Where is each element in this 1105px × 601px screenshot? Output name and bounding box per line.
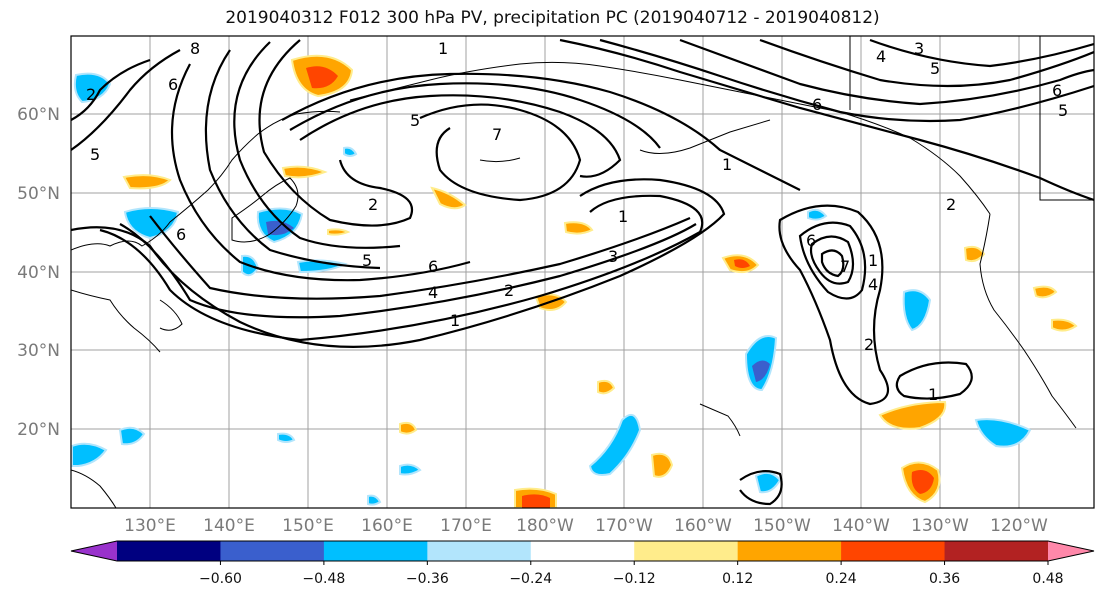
- lat-label: 30°N: [17, 341, 60, 361]
- contour-label: 1: [868, 251, 878, 270]
- contour-label: 8: [190, 39, 200, 58]
- lon-label: 130°W: [911, 516, 969, 536]
- colorbar-extension-low: [71, 541, 117, 561]
- colorbar-tick-label: 0.24: [826, 571, 857, 587]
- lon-label: 160°W: [674, 516, 732, 536]
- contour-labels: 8 6 5 6 2 1 5 7 2 5 6 4 2 1 3 1 7 6 1 2 …: [86, 39, 1068, 404]
- contour-label: 2: [864, 335, 874, 354]
- contour-label: 1: [438, 39, 448, 58]
- contour-label: 5: [1058, 101, 1068, 120]
- gridlines: [71, 36, 1094, 508]
- colorbar-segment: [737, 541, 842, 561]
- contour-label: 7: [840, 257, 850, 276]
- contour-label: 2: [946, 195, 956, 214]
- lon-label: 150°E: [282, 516, 334, 536]
- contour-label: 6: [428, 257, 438, 276]
- contour-label: 5: [362, 251, 372, 270]
- lon-label: 170°W: [595, 516, 653, 536]
- contour-label: 7: [492, 125, 502, 144]
- colorbar-tick-label: −0.60: [199, 571, 242, 587]
- colorbar-segment: [530, 541, 635, 561]
- colorbar-tick-label: −0.48: [302, 571, 345, 587]
- lon-label: 150°W: [753, 516, 811, 536]
- latitude-labels: 60°N 50°N 40°N 30°N 20°N: [17, 105, 60, 440]
- colorbar-segment: [634, 541, 739, 561]
- contour-label: 3: [608, 247, 618, 266]
- contour-label: 4: [428, 283, 438, 302]
- contour-label: 1: [450, 311, 460, 330]
- lon-label: 160°E: [361, 516, 413, 536]
- pv-contours: [71, 38, 1094, 506]
- lon-label: 140°W: [832, 516, 890, 536]
- colorbar-segment: [117, 541, 221, 561]
- contour-label: 5: [930, 59, 940, 78]
- longitude-labels: 130°E 140°E 150°E 160°E 170°E 180°W 170°…: [124, 516, 1048, 536]
- colorbar-segment: [427, 541, 532, 561]
- colorbar-tick-label: 0.12: [722, 571, 753, 587]
- lon-label: 120°W: [990, 516, 1048, 536]
- lon-label: 130°E: [124, 516, 176, 536]
- colorbar-segment: [944, 541, 1049, 561]
- contour-label: 2: [504, 281, 514, 300]
- colorbar-extension-high: [1048, 541, 1094, 561]
- contour-label: 5: [90, 145, 100, 164]
- map-frame: [70, 35, 1095, 509]
- colorbar-tick-label: −0.12: [613, 571, 656, 587]
- contour-label: 1: [722, 155, 732, 174]
- contour-label: 2: [86, 85, 96, 104]
- contour-label: 1: [618, 207, 628, 226]
- contour-label: 4: [876, 47, 886, 66]
- lat-label: 60°N: [17, 105, 60, 125]
- lat-label: 40°N: [17, 263, 60, 283]
- lon-label: 170°E: [440, 516, 492, 536]
- colorbar-outline: [70, 540, 1095, 562]
- colorbar-tick-label: −0.24: [509, 571, 552, 587]
- colorbar-segment: [841, 541, 946, 561]
- contour-label: 6: [176, 225, 186, 244]
- contour-label: 5: [410, 111, 420, 130]
- colorbar-segment: [220, 541, 325, 561]
- colorbar-segment: [323, 541, 428, 561]
- contour-label: 6: [1052, 81, 1062, 100]
- coastlines: [71, 36, 1094, 508]
- colorbar: −0.60 −0.48 −0.36 −0.24 −0.12 0.12 0.24 0.36 0.4…: [70, 540, 1095, 587]
- lon-label: 180°W: [516, 516, 574, 536]
- lat-label: 50°N: [17, 184, 60, 204]
- contour-label: 4: [868, 275, 878, 294]
- contour-label: 3: [914, 39, 924, 58]
- colorbar-tick-label: −0.36: [406, 571, 449, 587]
- precip-shading: [71, 54, 1078, 508]
- contour-label: 6: [806, 231, 816, 250]
- colorbar-tick-label: 0.36: [929, 571, 960, 587]
- colorbar-tick-label: 0.48: [1032, 571, 1063, 587]
- contour-label: 6: [168, 75, 178, 94]
- lat-label: 20°N: [17, 420, 60, 440]
- lon-label: 140°E: [203, 516, 255, 536]
- contour-label: 1: [928, 385, 938, 404]
- contour-label: 6: [812, 95, 822, 114]
- contour-label: 2: [368, 195, 378, 214]
- map-title: 2019040312 F012 300 hPa PV, precipitatio…: [225, 8, 880, 28]
